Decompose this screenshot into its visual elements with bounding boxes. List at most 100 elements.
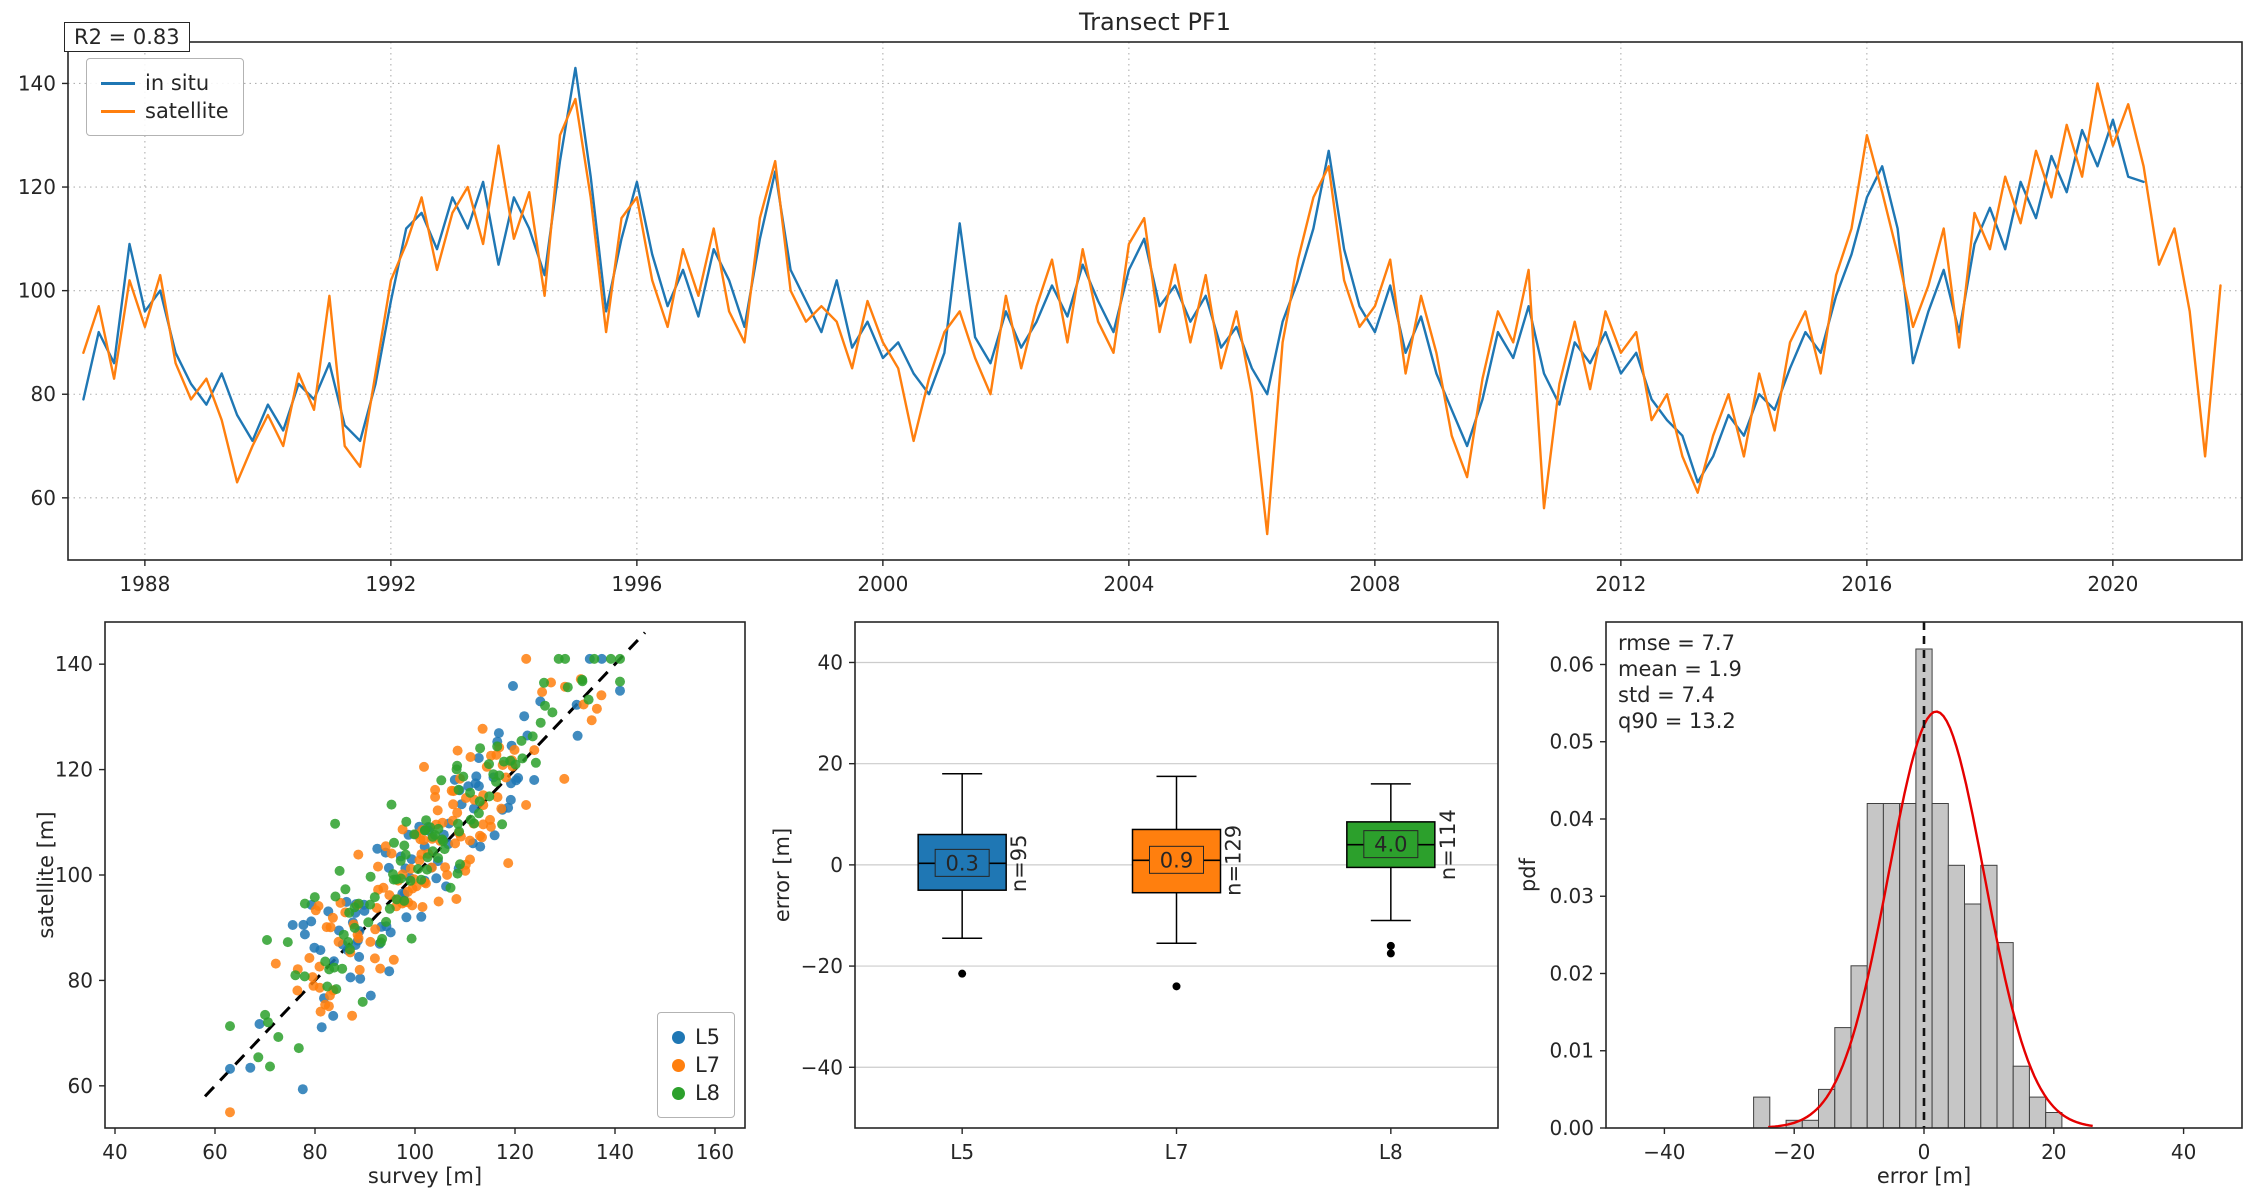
svg-text:−40: −40 <box>1643 1140 1685 1164</box>
n-label: n=95 <box>1007 835 1031 893</box>
outlier-point <box>1386 941 1395 950</box>
stat-rmse: rmse = 7.7 <box>1618 631 1735 655</box>
legend-entry-l5: L5 <box>671 1025 720 1049</box>
svg-text:0: 0 <box>1918 1140 1931 1164</box>
boxplot-ylabel: error [m] <box>770 827 794 923</box>
svg-text:120: 120 <box>496 1140 534 1164</box>
svg-text:1996: 1996 <box>611 572 662 596</box>
n-label: n=129 <box>1222 825 1246 896</box>
in-situ-line-swatch <box>101 81 135 85</box>
svg-text:−20: −20 <box>801 954 843 978</box>
legend-label-l5: L5 <box>694 1025 720 1049</box>
box-l8: 4.0 n=114 <box>1346 783 1460 958</box>
outlier-point <box>1386 949 1395 958</box>
n-label: n=114 <box>1436 809 1460 880</box>
scatter-plot: 40 60 80 100 120 140 160 60 80 100 120 140 <box>55 621 746 1164</box>
l5-dot-swatch <box>671 1030 685 1044</box>
svg-text:2000: 2000 <box>857 572 908 596</box>
timeseries-legend: in situ satellite <box>86 58 244 136</box>
svg-text:120: 120 <box>18 175 56 199</box>
svg-text:160: 160 <box>696 1140 734 1164</box>
tick-labels: 40 60 80 100 120 140 160 60 80 100 120 140 <box>55 652 734 1164</box>
svg-text:60: 60 <box>202 1140 227 1164</box>
svg-text:2008: 2008 <box>1349 572 1400 596</box>
svg-text:40: 40 <box>818 650 843 674</box>
tick-labels: L5 L7 L8 −40 −20 0 20 40 <box>801 650 1403 1164</box>
svg-text:140: 140 <box>18 71 56 95</box>
svg-text:−20: −20 <box>1773 1140 1815 1164</box>
histogram-ylabel: pdf <box>1516 857 1540 893</box>
svg-text:2012: 2012 <box>1595 572 1646 596</box>
histogram-xlabel: error [m] <box>1876 1164 1972 1188</box>
svg-text:140: 140 <box>55 652 93 676</box>
legend-entry-satellite: satellite <box>101 99 229 123</box>
svg-text:1992: 1992 <box>365 572 416 596</box>
histogram-plot: −40 −20 0 20 40 0.00 0.01 0.02 0.03 0.04 0.05 0.06 <box>1549 621 2243 1164</box>
scatter-xlabel: survey [m] <box>367 1164 483 1188</box>
l7-dot-swatch <box>671 1058 685 1072</box>
identity-line <box>203 631 647 1098</box>
svg-text:100: 100 <box>396 1140 434 1164</box>
svg-text:80: 80 <box>302 1140 327 1164</box>
svg-text:40: 40 <box>2171 1140 2196 1164</box>
boxplot-panel: 0.3 n=95 0.9 n=129 4.0 n=114 L5 L7 L8 −40 −20 0 20 40 <box>801 621 1499 1164</box>
svg-text:40: 40 <box>102 1140 127 1164</box>
svg-text:0: 0 <box>830 853 843 877</box>
legend-entry-l7: L7 <box>671 1053 720 1077</box>
scatter-points-l7 <box>225 653 607 1118</box>
timeseries-plot: 1988 1992 1996 2000 2004 2008 2012 2016 2020 60 80… <box>18 41 2243 596</box>
svg-text:80: 80 <box>68 968 93 992</box>
svg-text:120: 120 <box>55 758 93 782</box>
svg-text:0.03: 0.03 <box>1549 884 1594 908</box>
median-label: 4.0 <box>1374 833 1407 857</box>
chart-title: Transect PF1 <box>1079 8 1231 36</box>
r2-annotation: R2 = 0.83 <box>64 22 190 52</box>
normal-fit-curve <box>1768 710 2093 1129</box>
median-label: 0.9 <box>1160 848 1193 872</box>
svg-text:0.02: 0.02 <box>1549 961 1594 985</box>
svg-text:1988: 1988 <box>119 572 170 596</box>
legend-entry-in-situ: in situ <box>101 71 229 95</box>
svg-text:0.04: 0.04 <box>1549 807 1594 831</box>
box-l7: 0.9 n=129 <box>1131 775 1246 991</box>
stat-q90: q90 = 13.2 <box>1618 709 1736 733</box>
scatter-ylabel: satellite [m] <box>34 811 58 939</box>
svg-text:L7: L7 <box>1165 1140 1189 1164</box>
legend-label-l8: L8 <box>694 1081 720 1105</box>
scatter-panel: 40 60 80 100 120 140 160 60 80 100 120 140 L5 L7 L8 <box>55 621 746 1164</box>
boxplot-plot: 0.3 n=95 0.9 n=129 4.0 n=114 L5 L7 L8 −40 −20 0 20 40 <box>801 621 1499 1164</box>
tick-labels: 1988 1992 1996 2000 2004 2008 2012 2016 2020 60 80… <box>18 71 2138 596</box>
outlier-point <box>958 969 967 978</box>
svg-text:20: 20 <box>2041 1140 2066 1164</box>
legend-label-l7: L7 <box>694 1053 720 1077</box>
legend-label-satellite: satellite <box>145 99 229 123</box>
svg-text:60: 60 <box>31 486 56 510</box>
legend-label-in-situ: in situ <box>145 71 210 95</box>
scatter-legend: L5 L7 L8 <box>656 1012 735 1118</box>
legend-entry-l8: L8 <box>671 1081 720 1105</box>
svg-text:L5: L5 <box>950 1140 974 1164</box>
svg-text:100: 100 <box>18 279 56 303</box>
svg-text:L8: L8 <box>1379 1140 1403 1164</box>
scatter-points-l8 <box>225 653 625 1072</box>
svg-text:60: 60 <box>68 1074 93 1098</box>
box-l5: 0.3 n=95 <box>917 773 1031 978</box>
histogram-panel: −40 −20 0 20 40 0.00 0.01 0.02 0.03 0.04 0.05 0.06 … <box>1549 621 2243 1164</box>
stat-std: std = 7.4 <box>1618 683 1715 707</box>
median-label: 0.3 <box>945 851 978 875</box>
svg-text:20: 20 <box>818 752 843 776</box>
svg-text:2016: 2016 <box>1841 572 1892 596</box>
svg-text:0.00: 0.00 <box>1549 1116 1594 1140</box>
svg-text:0.05: 0.05 <box>1549 730 1594 754</box>
histogram-bars <box>1753 648 2063 1129</box>
stat-mean: mean = 1.9 <box>1618 657 1742 681</box>
tick-labels: −40 −20 0 20 40 0.00 0.01 0.02 0.03 0.04 0.05 0.06 <box>1549 652 2196 1164</box>
svg-text:−40: −40 <box>801 1055 843 1079</box>
histogram-stats: rmse = 7.7 mean = 1.9 std = 7.4 q90 = 13… <box>1618 630 1742 734</box>
timeseries-panel: 1988 1992 1996 2000 2004 2008 2012 2016 2020 60 80… <box>18 41 2243 596</box>
svg-text:140: 140 <box>596 1140 634 1164</box>
svg-text:2020: 2020 <box>2087 572 2138 596</box>
svg-text:0.01: 0.01 <box>1549 1039 1594 1063</box>
l8-dot-swatch <box>671 1086 685 1100</box>
satellite-line-swatch <box>101 109 135 113</box>
